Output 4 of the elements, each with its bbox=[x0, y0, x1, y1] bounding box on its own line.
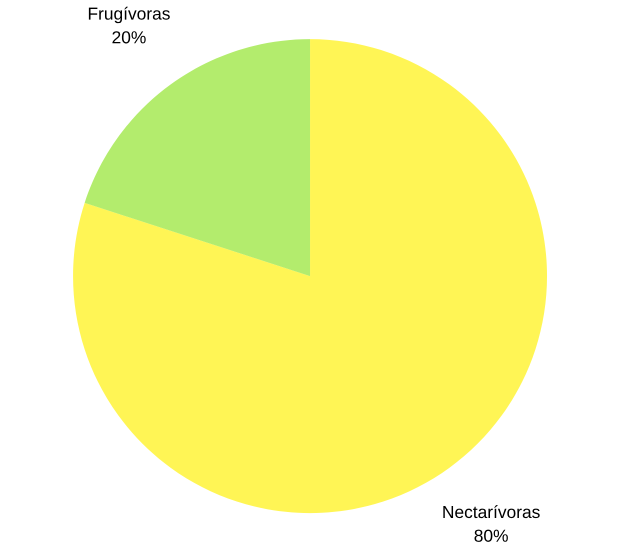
slice-label: Frugívoras bbox=[88, 6, 170, 24]
data-label: 80% bbox=[474, 530, 508, 542]
data-label: 20% bbox=[112, 31, 146, 44]
slice-label: Nectarívoras bbox=[443, 505, 540, 518]
